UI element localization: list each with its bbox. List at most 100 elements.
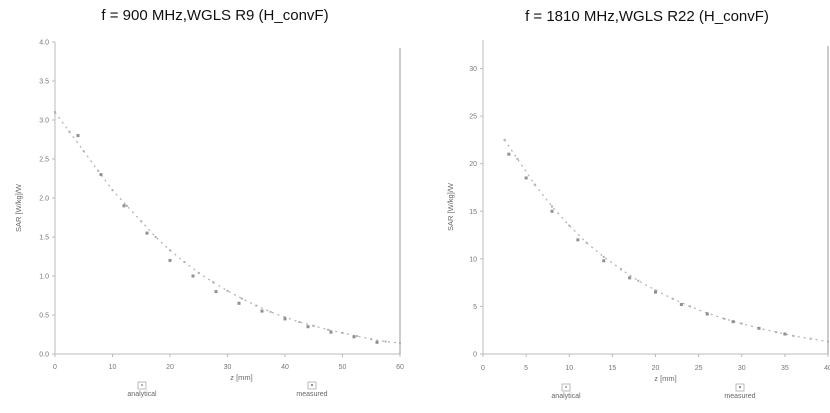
y-tick-label: 2.5	[39, 157, 49, 164]
measured-point	[122, 204, 126, 208]
analytical-point	[671, 297, 674, 300]
chart-title: f = 900 MHz,WGLS R9 (H_convF)	[101, 7, 328, 24]
analytical-point	[775, 331, 778, 334]
x-tick-label: 35	[781, 365, 789, 372]
x-tick-label: 10	[109, 364, 117, 371]
measured-point	[214, 290, 218, 294]
analytical-point	[384, 340, 387, 343]
analytical-point	[197, 271, 200, 274]
y-tick-label: 0	[473, 352, 477, 359]
analytical-point	[516, 157, 519, 160]
measured-point	[524, 176, 528, 180]
legend-swatch-icon	[735, 383, 745, 392]
chart-panel-2: f = 1810 MHz,WGLS R22 (H_convF) 0 5 10 15 20 2…	[446, 8, 830, 400]
legend-item-analytical: analytical	[127, 381, 157, 398]
legend-item-measured: measured	[296, 381, 328, 398]
legend-marker	[739, 386, 741, 388]
x-tick-label: 15	[608, 365, 616, 372]
analytical-point	[637, 279, 640, 282]
y-tick-label: 20	[469, 161, 477, 168]
analytical-point	[212, 281, 215, 284]
measured-point	[576, 238, 580, 242]
measured-point	[507, 152, 511, 156]
legend-swatch-icon	[561, 383, 571, 392]
legend-label: analytical	[127, 391, 157, 398]
x-tick-label: 20	[166, 364, 174, 371]
y-tick-label: 1.5	[39, 235, 49, 242]
x-axis-label: z [mm]	[654, 374, 677, 383]
y-axis-label: SAR [W/kg]/W	[14, 183, 23, 232]
analytical-point	[585, 241, 588, 244]
analytical-point	[327, 328, 330, 331]
measured-point	[602, 259, 606, 263]
analytical-point	[169, 249, 171, 252]
analytical-point	[399, 342, 401, 345]
analytical-point	[312, 324, 315, 327]
analytical-point	[154, 236, 157, 238]
analytical-point	[723, 317, 726, 320]
x-tick-label: 0	[53, 364, 57, 371]
analytical-point	[503, 138, 506, 141]
analytical-point	[183, 260, 186, 263]
analytical-point	[602, 255, 605, 258]
analytical-point	[54, 111, 56, 114]
analytical-point	[654, 289, 657, 292]
legend-label: measured	[724, 393, 755, 400]
x-tick-label: 50	[339, 364, 347, 371]
analytical-point	[125, 204, 128, 207]
analytical-point	[97, 169, 100, 172]
x-tick-label: 20	[652, 365, 660, 372]
analytical-point	[298, 321, 301, 324]
x-tick-label: 40	[824, 365, 830, 372]
legend-item-measured: measured	[724, 383, 756, 400]
y-axis-label: SAR [W/kg]/W	[446, 182, 455, 231]
measured-point	[679, 303, 683, 307]
analytical-point	[82, 150, 85, 153]
y-tick-label: 15	[469, 209, 477, 216]
legend-label: analytical	[551, 393, 581, 400]
y-tick-label: 4.0	[39, 40, 49, 47]
analytical-point	[809, 337, 812, 340]
x-tick-label: 30	[224, 364, 232, 371]
measured-point	[76, 134, 80, 138]
legend-marker	[311, 384, 313, 386]
x-tick-label: 5	[524, 365, 528, 372]
x-tick-label: 0	[481, 365, 485, 372]
x-tick-label: 40	[281, 364, 289, 371]
legend-marker	[565, 386, 567, 388]
analytical-point	[255, 304, 258, 307]
measured-point	[705, 312, 709, 316]
analytical-point	[792, 334, 795, 337]
y-tick-label: 3.0	[39, 118, 49, 125]
analytical-point	[370, 338, 373, 341]
measured-point	[783, 332, 787, 336]
series-measured	[507, 152, 787, 336]
analytical-point	[551, 205, 553, 208]
measured-point	[628, 276, 632, 280]
analytical-point	[140, 220, 143, 223]
measured-point	[654, 290, 657, 294]
analytical-point	[620, 268, 622, 271]
analytical-point	[568, 224, 571, 227]
analytical-point	[240, 297, 243, 300]
legend-swatch-icon	[137, 381, 147, 390]
measured-point	[99, 173, 103, 177]
measured-point	[145, 231, 149, 235]
analytical-point	[740, 322, 743, 325]
measured-point	[329, 330, 333, 334]
chart-panel-1: f = 900 MHz,WGLS R9 (H_convF) 0 10 20 30 40 50…	[14, 7, 404, 398]
y-tick-label: 25	[469, 114, 477, 121]
measured-point	[550, 209, 554, 213]
y-tick-label: 1.0	[39, 274, 49, 281]
measured-point	[168, 258, 172, 262]
series-analytical	[54, 111, 401, 345]
analytical-point	[111, 189, 114, 192]
measured-point	[191, 274, 195, 278]
measured-point	[283, 317, 287, 321]
legend-label: measured	[296, 391, 327, 398]
analytical-point	[269, 310, 272, 313]
x-tick-label: 60	[396, 364, 404, 371]
analytical-point	[827, 340, 829, 343]
measured-point	[237, 301, 241, 305]
